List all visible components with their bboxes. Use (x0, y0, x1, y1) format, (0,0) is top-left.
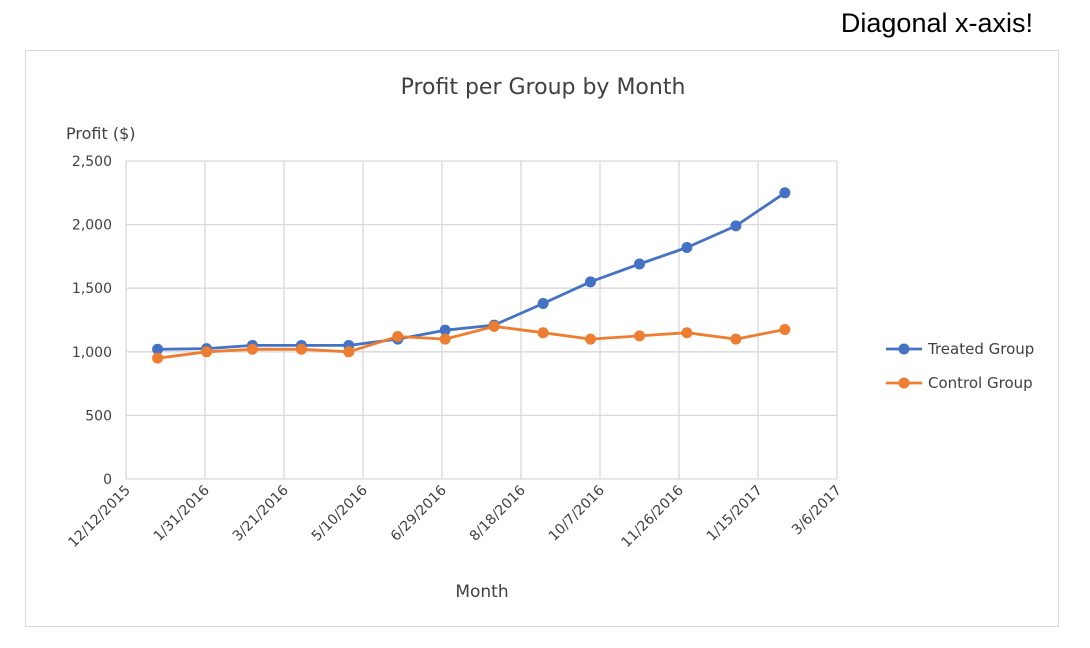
x-tick-label: 10/7/2016 (546, 482, 608, 544)
series-layer (152, 187, 791, 364)
y-tick-label: 500 (85, 408, 112, 424)
data-point (439, 333, 451, 345)
series-line-0 (157, 191, 786, 351)
data-point (246, 343, 258, 355)
y-tick-label: 1,000 (72, 345, 112, 361)
data-point (295, 343, 307, 355)
data-point (488, 320, 500, 332)
x-tick-label: 8/18/2016 (467, 482, 529, 544)
series-line-1 (157, 324, 786, 360)
data-point (201, 346, 213, 358)
y-tick-label: 0 (103, 472, 112, 488)
data-point (634, 258, 645, 270)
data-point (585, 276, 597, 288)
x-tick-label: 1/15/2017 (704, 483, 766, 545)
legend-marker (898, 377, 910, 389)
chart-frame: Profit per Group by Month Profit ($) Mon… (25, 50, 1059, 627)
y-axis-ticks: 0 500 1,000 1,500 2,000 2,500 (72, 154, 112, 488)
x-tick-label: 5/10/2016 (309, 482, 371, 544)
data-point (681, 241, 693, 253)
page-note: Diagonal x-axis! (840, 8, 1033, 38)
x-tick-label: 3/6/2017 (789, 483, 845, 539)
x-tick-label: 3/21/2016 (230, 482, 292, 544)
data-point (537, 327, 549, 339)
data-point (585, 333, 597, 345)
gridlines (125, 160, 838, 480)
data-point (681, 327, 693, 339)
data-point (730, 333, 742, 345)
data-point (392, 331, 404, 343)
data-point (730, 220, 742, 232)
x-tick-label: 11/26/2016 (618, 482, 686, 550)
data-point (779, 187, 791, 199)
line-chart: Profit per Group by Month Profit ($) Mon… (65, 75, 1034, 602)
y-tick-label: 2,000 (72, 218, 112, 234)
y-tick-label: 1,500 (72, 281, 112, 297)
data-point (634, 330, 645, 342)
x-tick-label: 1/31/2016 (151, 482, 213, 544)
x-axis-ticks: 12/12/2015 1/31/2016 3/21/2016 5/10/2016 6/2… (65, 482, 844, 550)
legend: Treated Group Control Group (886, 340, 1034, 392)
x-tick-label: 12/12/2015 (65, 483, 133, 551)
x-axis-title: Month (455, 582, 508, 602)
legend-label: Treated Group (927, 340, 1034, 358)
data-point (439, 324, 451, 336)
y-tick-label: 2,500 (72, 154, 112, 170)
data-point (152, 352, 164, 364)
y-axis-title: Profit ($) (66, 124, 135, 143)
data-point (537, 297, 549, 309)
legend-label: Control Group (928, 374, 1033, 392)
legend-marker (898, 343, 910, 355)
data-point (343, 346, 355, 358)
x-tick-label: 6/29/2016 (388, 482, 450, 544)
data-point (152, 343, 164, 355)
chart-title: Profit per Group by Month (401, 75, 686, 100)
data-point (779, 324, 791, 336)
